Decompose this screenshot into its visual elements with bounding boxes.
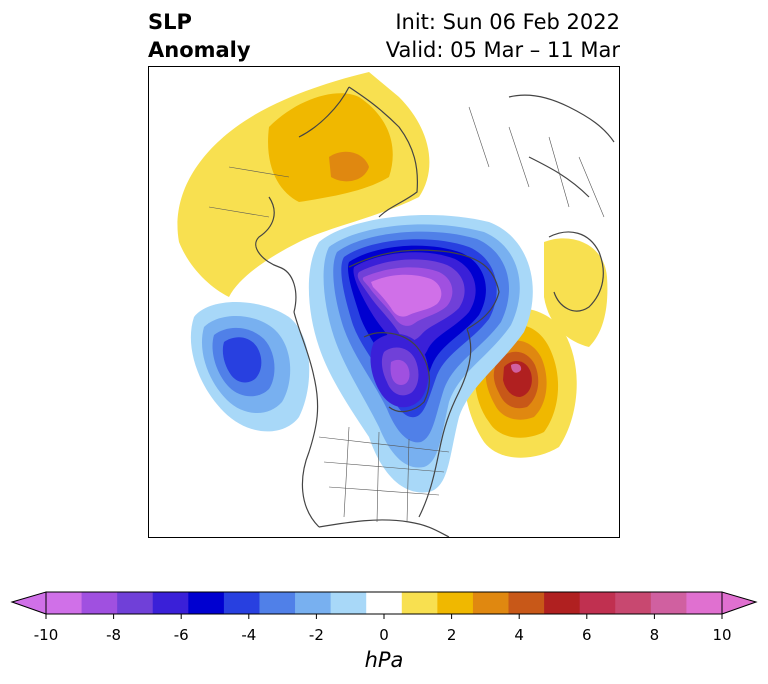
colorbar-segment [437, 592, 474, 614]
colorbar-segment [259, 592, 296, 614]
colorbar-right-extend [721, 591, 758, 615]
colorbar-segment [46, 592, 83, 614]
map-title-left: SLP Anomaly [148, 8, 251, 64]
colorbar-tick-label: 0 [379, 626, 389, 644]
colorbar-tick-label: 10 [712, 626, 732, 644]
colorbar-tick-label: -6 [173, 626, 189, 644]
positive-anomaly-scandinavia [404, 125, 608, 347]
map-title-right: Init: Sun 06 Feb 2022 Valid: 05 Mar – 11… [386, 8, 620, 64]
colorbar-tick-label: 8 [649, 626, 660, 644]
positive-anomaly-eurasia [177, 72, 430, 297]
colorbar-segment [117, 592, 154, 614]
title-variable-sub: Anomaly [148, 38, 251, 62]
colorbar-segment [401, 592, 438, 614]
country-borders [208, 106, 605, 523]
colorbar-segment [188, 592, 225, 614]
colorbar-segment [650, 592, 687, 614]
colorbar-tick-label: 4 [514, 626, 524, 644]
colorbar-tick-label: -10 [33, 626, 59, 644]
init-date: Init: Sun 06 Feb 2022 [395, 10, 620, 34]
colorbar-left-extend [10, 591, 47, 615]
colorbar-segment [472, 592, 510, 614]
colorbar-segment [223, 592, 260, 614]
colorbar-tick-label: -8 [106, 626, 122, 644]
map-svg [177, 72, 615, 537]
colorbar-segment [615, 592, 652, 614]
colorbar-blocks [46, 592, 723, 614]
colorbar-tick-label: 2 [446, 626, 457, 644]
colorbar-segment [295, 592, 332, 614]
colorbar-segment [81, 592, 118, 614]
title-variable: SLP [148, 10, 192, 34]
colorbar-segment [579, 592, 616, 614]
colorbar-tick-label: -2 [308, 626, 324, 644]
colorbar-segment [152, 592, 189, 614]
colorbar-tick-label: -4 [241, 626, 257, 644]
colorbar-segment [330, 592, 367, 614]
coastlines [255, 86, 615, 537]
negative-anomaly-arctic [308, 214, 533, 493]
map-panel [148, 66, 620, 538]
negative-anomaly-north-pacific [190, 302, 310, 432]
colorbar [10, 591, 758, 619]
colorbar-segment [544, 592, 581, 614]
colorbar-segment [366, 592, 403, 614]
colorbar-ticks [45, 614, 723, 619]
valid-range: Valid: 05 Mar – 11 Mar [385, 38, 620, 62]
colorbar-segment [508, 592, 545, 614]
colorbar-segment [686, 592, 723, 614]
colorbar-tick-label: 6 [582, 626, 592, 644]
colorbar-unit: hPa [364, 648, 404, 672]
